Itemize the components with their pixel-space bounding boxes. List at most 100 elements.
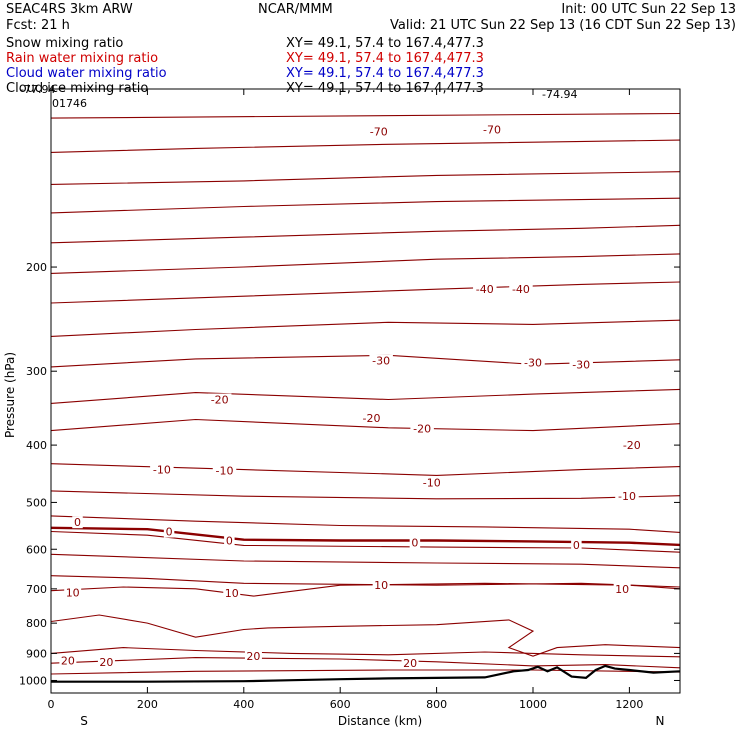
isotherm-line <box>51 553 680 569</box>
contour-label-bg <box>150 463 174 476</box>
contour-label-bg <box>569 358 593 371</box>
isotherm-line <box>51 657 680 669</box>
x-tick-label: 800 <box>426 698 447 711</box>
contour-label: -10 <box>153 464 171 477</box>
contour-label: 0 <box>226 535 233 548</box>
contour-label: -30 <box>372 355 390 368</box>
contour-label-bg <box>480 123 504 136</box>
contour-label: 10 <box>66 586 80 599</box>
isotherm-line <box>51 388 680 404</box>
isotherm-line <box>51 171 680 185</box>
isotherm-line <box>51 281 680 304</box>
contour-label: -40 <box>476 283 494 296</box>
isotherm-line <box>51 515 680 533</box>
contour-label-bg <box>620 439 644 452</box>
y-tick-label: 400 <box>26 439 47 452</box>
field-legend-label: Cloud water mixing ratio <box>6 66 167 81</box>
isotherm-line <box>51 669 680 675</box>
plot-area: -70 -70 -40 -40 -30 -30 -30 -20 -20 -20 -20 -10 -10 -… <box>19 88 681 711</box>
contour-label: -70 <box>370 126 388 139</box>
contour-label-bg <box>509 283 533 296</box>
x-tick-label: 400 <box>233 698 254 711</box>
cloud-outline-contour <box>51 614 680 657</box>
isotherm-line <box>51 224 680 244</box>
field-legend-coords: XY= 49.1, 57.4 to 167.4,477.3 <box>286 36 484 51</box>
contour-label-bg <box>359 412 384 425</box>
isotherm-line <box>51 575 680 588</box>
contour-label: 0 <box>166 526 173 539</box>
x-tick-label: 1200 <box>615 698 643 711</box>
field-legend-coords: XY= 49.1, 57.4 to 167.4,477.3 <box>286 51 484 66</box>
isotherm-line <box>51 319 680 337</box>
contour-label-bg <box>224 534 235 547</box>
contour-label: -20 <box>211 394 229 407</box>
y-tick-label: 900 <box>26 647 47 660</box>
y-tick-label: 600 <box>26 543 47 556</box>
isotherm-line <box>51 253 680 274</box>
valid-time: Valid: 21 UTC Sun 22 Sep 13 (16 CDT Sun … <box>390 18 736 33</box>
contour-label-bg <box>64 586 82 599</box>
contour-label: 0 <box>411 537 418 550</box>
contour-label: -20 <box>363 412 381 425</box>
contour-label-bg <box>223 587 241 600</box>
contour-label: -10 <box>618 490 636 503</box>
terrain-line <box>51 664 680 683</box>
contour-label: -30 <box>572 358 590 371</box>
contour-label: -70 <box>483 123 501 136</box>
isotherm-line <box>51 139 680 153</box>
field-legend-label: Snow mixing ratio <box>6 36 123 51</box>
contour-label-bg <box>613 582 631 595</box>
contour-label: -10 <box>216 465 234 478</box>
field-legend: Snow mixing ratio XY= 49.1, 57.4 to 167.4… <box>6 36 484 96</box>
contour-label-bg <box>212 464 237 477</box>
contour-label-bg <box>473 283 497 296</box>
y-tick-label: 700 <box>26 583 47 596</box>
contour-label-bg <box>72 516 83 529</box>
x-tick-label: 200 <box>137 698 158 711</box>
y-tick-label: 800 <box>26 617 47 630</box>
contour-label: 20 <box>403 657 417 670</box>
isotherm-line <box>51 490 680 500</box>
isotherm-line <box>51 647 680 658</box>
north-label: N <box>656 714 665 728</box>
top-annotation-left: -77.94 <box>20 83 55 96</box>
contour-label-bg <box>409 536 421 549</box>
contour-label: -30 <box>524 356 542 369</box>
contour-label-bg <box>410 422 434 435</box>
x-tick-label: 1000 <box>519 698 547 711</box>
contour-label-bg <box>59 654 77 667</box>
contour-label-bg <box>369 354 393 367</box>
isotherm-line <box>51 418 680 432</box>
contour-label-bg <box>420 476 444 489</box>
south-label: S <box>80 714 88 728</box>
model-title: SEAC4RS 3km ARW <box>6 2 133 17</box>
contour-label-bg <box>163 525 175 538</box>
contour-label: -20 <box>413 423 431 436</box>
contour-label-bg <box>244 650 262 663</box>
field-legend-coords: XY= 49.1, 57.4 to 167.4,477.3 <box>286 66 484 81</box>
isotherm-line <box>51 112 680 119</box>
plot-frame <box>50 88 681 694</box>
contour-label-bg <box>207 393 232 406</box>
center-label: NCAR/MMM <box>258 2 333 17</box>
contour-label: -20 <box>623 439 641 452</box>
contour-label: 10 <box>615 583 629 596</box>
x-tick-label: 0 <box>48 698 55 711</box>
forecast-hour: Fcst: 21 h <box>6 18 70 33</box>
contour-label: 20 <box>99 656 113 669</box>
zero-isotherm-line <box>51 526 680 547</box>
isotherm-line <box>51 197 680 214</box>
contour-label: 10 <box>374 579 388 592</box>
contour-label-bg <box>97 655 115 668</box>
y-tick-label: 500 <box>26 496 47 509</box>
contour-label: 10 <box>225 587 239 600</box>
y-tick-label: 1000 <box>19 674 47 687</box>
plot-contents: -70 -70 -40 -40 -30 -30 -30 -20 -20 -20 -20 -10 -10 -… <box>51 112 680 683</box>
isotherm-line <box>51 582 680 597</box>
contour-label: 20 <box>61 654 75 667</box>
init-time: Init: 00 UTC Sun 22 Sep 13 <box>561 2 736 17</box>
x-axis-label: Distance (km) <box>338 714 422 728</box>
top-annotation-right: -74.94 <box>542 88 577 101</box>
corner-value: 01746 <box>52 97 87 110</box>
